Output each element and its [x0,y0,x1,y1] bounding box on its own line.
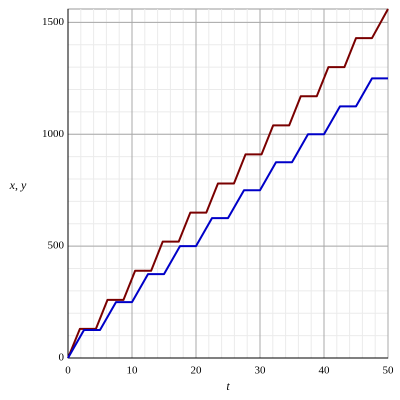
x-tick-label: 0 [65,365,71,377]
y-axis-title: x, y [9,178,27,192]
y-tick-label: 1500 [42,16,65,28]
x-tick-label: 10 [127,365,139,377]
x-tick-label: 20 [191,365,203,377]
y-tick-label: 1000 [42,128,65,140]
x-tick-label: 50 [383,365,395,377]
series-line [67,77,388,359]
x-tick-label: 30 [255,365,267,377]
y-tick-label: 500 [48,240,65,252]
x-tick-label: 40 [319,365,331,377]
series-line [67,8,389,359]
x-axis-title: t [226,379,230,393]
y-tick-label: 0 [59,352,65,364]
